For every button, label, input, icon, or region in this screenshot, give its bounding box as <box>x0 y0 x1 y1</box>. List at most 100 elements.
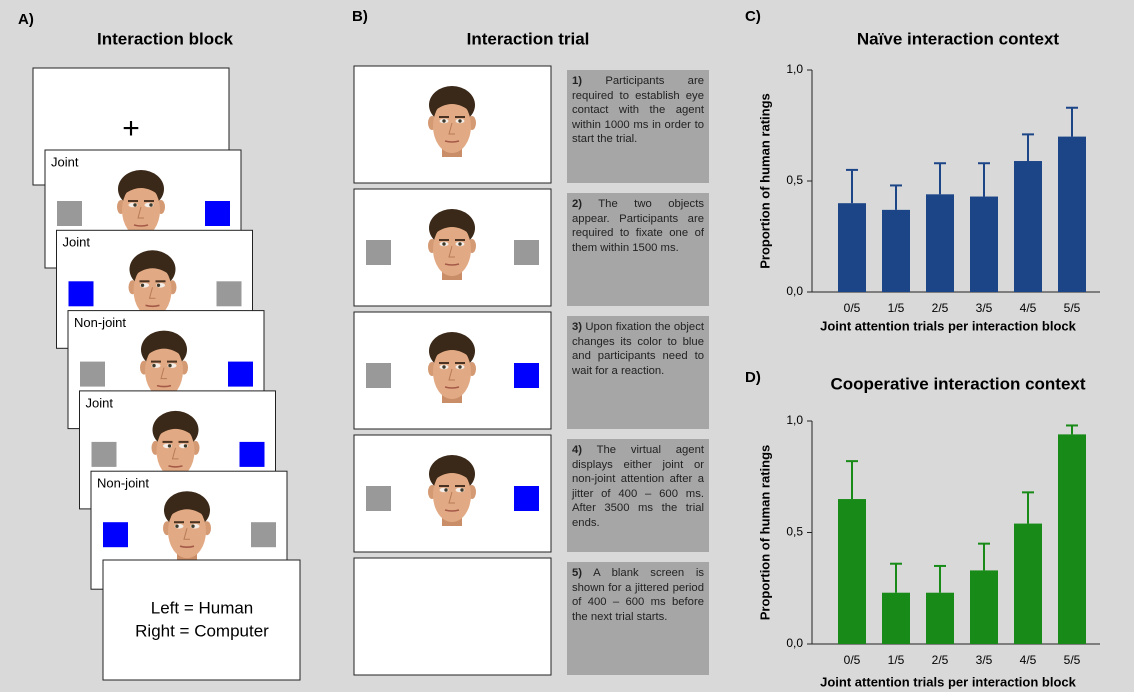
step-text: The virtual agent displays either joint … <box>572 444 704 529</box>
face-pupil <box>458 242 461 245</box>
face-brow <box>455 239 465 241</box>
bar <box>838 203 866 292</box>
object-square <box>103 522 128 547</box>
panel-label: C) <box>745 8 761 25</box>
face-brow <box>439 362 449 364</box>
object-square <box>251 522 276 547</box>
frame-label: Joint <box>63 235 91 250</box>
panel-label: A) <box>18 11 34 28</box>
bar <box>1058 137 1086 292</box>
x-axis-title: Joint attention trials per interaction b… <box>820 674 1076 689</box>
object-square <box>57 201 82 226</box>
face-brow <box>163 441 173 443</box>
face-brow <box>174 521 184 523</box>
object-square <box>205 201 230 226</box>
face-brow <box>455 362 465 364</box>
bar <box>882 593 910 644</box>
step-number: 2) <box>572 198 582 210</box>
step-text: A blank screen is shown for a jittered p… <box>572 567 704 623</box>
bar <box>926 593 954 644</box>
object-square <box>514 240 539 265</box>
response-mapping: Left = Human <box>151 598 254 617</box>
step-box: 3) Upon fixation the object changes its … <box>567 316 709 429</box>
x-tick-label: 1/5 <box>888 653 905 667</box>
step-text: The two objects appear. Participants are… <box>572 198 704 254</box>
object-square <box>366 240 391 265</box>
y-tick-label: 1,0 <box>786 413 803 427</box>
screen-frame <box>354 558 551 675</box>
bar <box>1014 524 1042 644</box>
face-brow <box>156 280 166 282</box>
step-text: Upon fixation the object changes its col… <box>572 321 704 377</box>
step-box: 4) The virtual agent displays either joi… <box>567 439 709 552</box>
y-axis-title: Proportion of human ratings <box>757 93 772 269</box>
step-number: 4) <box>572 444 582 456</box>
face-pupil <box>442 119 445 122</box>
x-tick-label: 1/5 <box>888 301 905 315</box>
step-number: 5) <box>572 567 582 579</box>
face-pupil <box>152 364 155 367</box>
face-pupil <box>444 488 447 491</box>
x-tick-label: 2/5 <box>932 301 949 315</box>
x-tick-label: 5/5 <box>1064 301 1081 315</box>
face-pupil <box>458 365 461 368</box>
response-mapping: Right = Computer <box>135 621 269 640</box>
bar <box>1014 161 1042 292</box>
face-pupil <box>442 242 445 245</box>
step-number: 3) <box>572 321 582 333</box>
object-square <box>514 486 539 511</box>
step-box: 2) The two objects appear. Participants … <box>567 193 709 306</box>
face-brow <box>179 441 189 443</box>
y-tick-label: 0,0 <box>786 636 803 650</box>
y-tick-label: 0,0 <box>786 284 803 298</box>
face-pupil <box>157 284 160 287</box>
step-number: 1) <box>572 75 582 87</box>
step-box: 5) A blank screen is shown for a jittere… <box>567 562 709 675</box>
bar <box>926 194 954 292</box>
object-square <box>514 363 539 388</box>
object-square <box>240 442 265 467</box>
panel-title: Interaction block <box>97 29 234 48</box>
object-square <box>228 362 253 387</box>
face-pupil <box>460 488 463 491</box>
face-brow <box>144 200 154 202</box>
object-square <box>92 442 117 467</box>
face-brow <box>190 521 200 523</box>
step-box: 1) Participants are required to establis… <box>567 70 709 183</box>
face-pupil <box>141 284 144 287</box>
frame-label: Non-joint <box>74 315 126 330</box>
face-pupil <box>458 119 461 122</box>
x-tick-label: 2/5 <box>932 653 949 667</box>
bar <box>882 210 910 292</box>
face-brow <box>167 361 177 363</box>
panel-title: Interaction trial <box>467 29 590 48</box>
face-pupil <box>184 444 187 447</box>
x-tick-label: 5/5 <box>1064 653 1081 667</box>
chart-title: Cooperative interaction context <box>830 374 1085 393</box>
face-brow <box>439 116 449 118</box>
x-tick-label: 4/5 <box>1020 653 1037 667</box>
step-text: Participants are required to establish e… <box>572 75 704 145</box>
screen-frame <box>103 560 300 680</box>
chart-title: Naïve interaction context <box>857 29 1060 48</box>
face-pupil <box>149 203 152 206</box>
panel-label: B) <box>352 8 368 25</box>
face-brow <box>439 485 449 487</box>
y-tick-label: 1,0 <box>786 62 803 76</box>
face-pupil <box>168 364 171 367</box>
fixation-cross: + <box>122 112 140 145</box>
bar <box>970 197 998 292</box>
face-brow <box>140 280 150 282</box>
frame-label: Non-joint <box>97 476 149 491</box>
x-tick-label: 0/5 <box>844 301 861 315</box>
face-pupil <box>442 365 445 368</box>
panel-label: D) <box>745 369 761 386</box>
x-tick-label: 0/5 <box>844 653 861 667</box>
x-tick-label: 3/5 <box>976 301 993 315</box>
face-brow <box>128 200 138 202</box>
x-tick-label: 4/5 <box>1020 301 1037 315</box>
object-square <box>80 362 105 387</box>
object-square <box>69 281 94 306</box>
bar <box>1058 434 1086 644</box>
bar <box>838 499 866 644</box>
